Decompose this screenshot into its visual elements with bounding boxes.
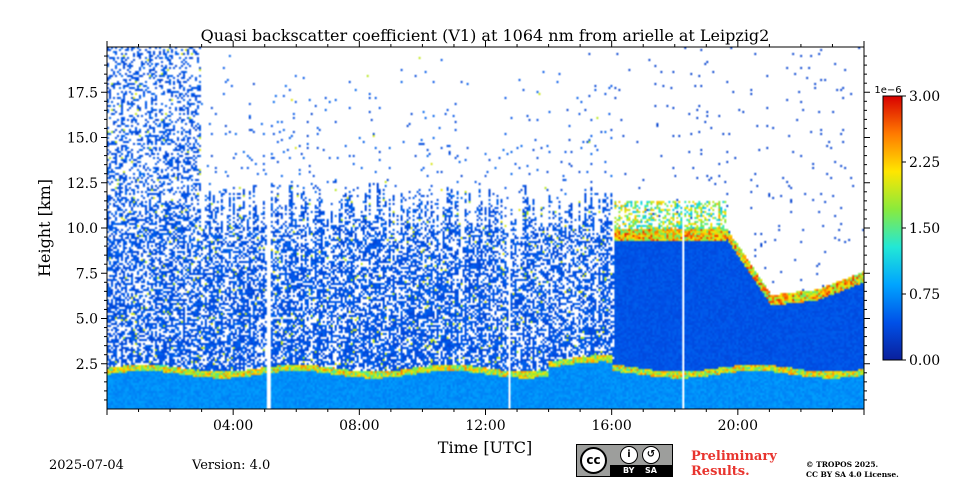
copyright-line2: CC BY SA 4.0 License. — [806, 470, 899, 479]
copyright-line1: © TROPOS 2025. — [806, 460, 879, 469]
colorbar-multiplier: 1e−6 — [874, 85, 901, 96]
y-tick-label: 2.5 — [76, 357, 98, 373]
attribution-icon: i — [620, 446, 638, 464]
colorbar: 1e−6 0.00 0.75 1.50 2.25 3.00 — [874, 85, 940, 369]
preliminary-line1: Preliminary — [691, 449, 777, 464]
x-axis-label: Time [UTC] — [438, 438, 532, 457]
x-tick-label: 04:00 — [213, 418, 253, 434]
colorbar-tick-label: 3.00 — [909, 89, 940, 105]
colorbar-tick-label: 0.75 — [909, 287, 940, 303]
y-tick-label: 17.5 — [67, 85, 98, 101]
chart-title: Quasi backscatter coefficient (V1) at 10… — [201, 26, 770, 45]
badge-sa-text: SA — [645, 466, 657, 475]
x-tick-label: 12:00 — [465, 418, 505, 434]
x-tick-label: 20:00 — [718, 418, 758, 434]
y-axis-label: Height [km] — [35, 179, 54, 277]
badge-by-text: BY — [623, 466, 635, 475]
y-tick-label: 10.0 — [67, 221, 98, 237]
colorbar-tick-label: 0.00 — [909, 353, 940, 369]
badge-strip — [610, 465, 672, 476]
y-tick-label: 12.5 — [67, 176, 98, 192]
colorbar-tick-label: 2.25 — [909, 155, 940, 171]
y-tick-label: 15.0 — [67, 131, 98, 147]
footer-version: Version: 4.0 — [192, 458, 271, 473]
y-axis: 2.5 5.0 7.5 10.0 12.5 15.0 17.5 — [67, 55, 870, 401]
cc-icon: cc — [580, 447, 607, 474]
footer-date: 2025-07-04 — [49, 458, 124, 473]
y-tick-label: 7.5 — [76, 266, 98, 282]
cc-license-badge[interactable]: cc i ↺ BY SA — [576, 444, 673, 477]
preliminary-line2: Results. — [691, 464, 750, 479]
colorbar-gradient — [882, 95, 903, 361]
share-alike-icon: ↺ — [642, 446, 660, 464]
x-axis: 04:00 08:00 12:00 16:00 20:00 — [106, 41, 865, 434]
x-tick-label: 08:00 — [339, 418, 379, 434]
y-tick-label: 5.0 — [76, 312, 98, 328]
heatmap-plot — [107, 47, 864, 409]
colorbar-ticks: 0.00 0.75 1.50 2.25 3.00 — [902, 89, 940, 369]
backscatter-heatmap — [107, 47, 864, 409]
x-tick-label: 16:00 — [591, 418, 631, 434]
colorbar-tick-label: 1.50 — [909, 221, 940, 237]
